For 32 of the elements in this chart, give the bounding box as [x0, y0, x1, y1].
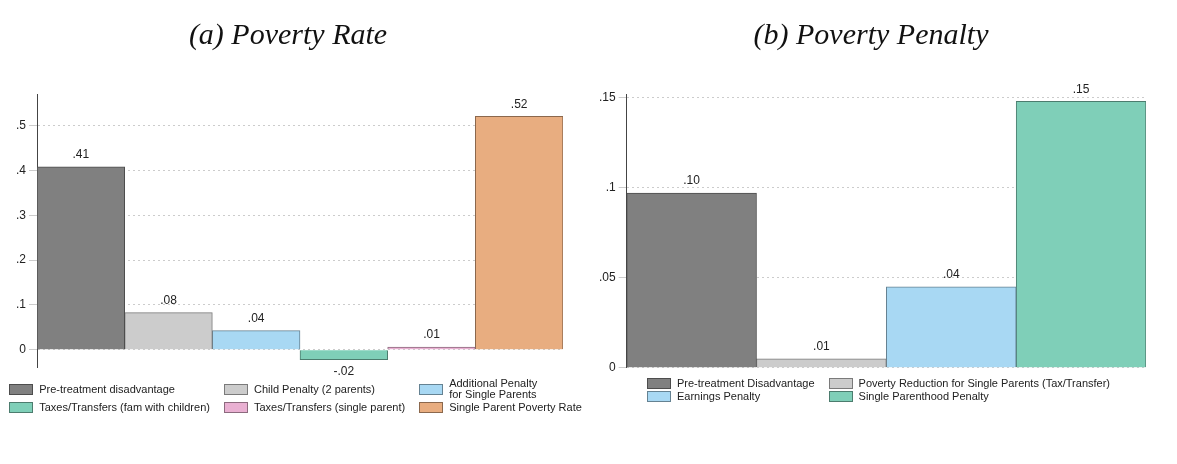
y-tick-label: .2 [15, 252, 27, 267]
chart-title: (b) Poverty Penalty [753, 16, 990, 51]
y-tick-label: .3 [15, 207, 27, 222]
y-tick-label: 0 [19, 342, 27, 357]
legend-label: Pre-treatment Disadvantage [676, 377, 815, 389]
y-tick-label: 0 [608, 360, 616, 375]
legend-label: Poverty Reduction for Single Parents (Tax/Transfer) [858, 377, 1111, 389]
data-label: .01 [423, 327, 441, 342]
data-label: -.02 [333, 364, 355, 379]
data-label: .10 [683, 173, 701, 188]
data-label: .41 [72, 147, 90, 162]
y-tick-label: .15 [598, 89, 616, 104]
legend-label: Pre-treatment disadvantage [39, 382, 175, 395]
chart-title: (a) Poverty Rate [188, 16, 388, 51]
y-tick-label: .1 [15, 297, 27, 312]
data-label: .04 [247, 310, 265, 325]
legend-label: Single Parenthood Penalty [858, 390, 989, 402]
legend-label: Taxes/Transfers (single parent) [253, 401, 406, 413]
y-tick-label: .1 [605, 179, 616, 194]
data-label: .08 [160, 292, 178, 307]
y-tick-label: .5 [15, 117, 27, 132]
data-label: .01 [813, 339, 831, 354]
legend-label: Earnings Penalty [676, 390, 761, 402]
y-tick-label: .4 [15, 162, 27, 177]
data-label: .52 [510, 96, 528, 111]
legend-label: Taxes/Transfers (fam with children) [39, 401, 210, 413]
legend-label: Child Penalty (2 parents) [253, 382, 375, 395]
legend-label: Single Parent Poverty Rate [449, 401, 582, 413]
data-label: .04 [942, 267, 960, 282]
data-label: .15 [1072, 81, 1090, 96]
legend-label: Additional Penalty for Single Parents [449, 377, 538, 400]
y-tick-label: .05 [598, 270, 616, 285]
